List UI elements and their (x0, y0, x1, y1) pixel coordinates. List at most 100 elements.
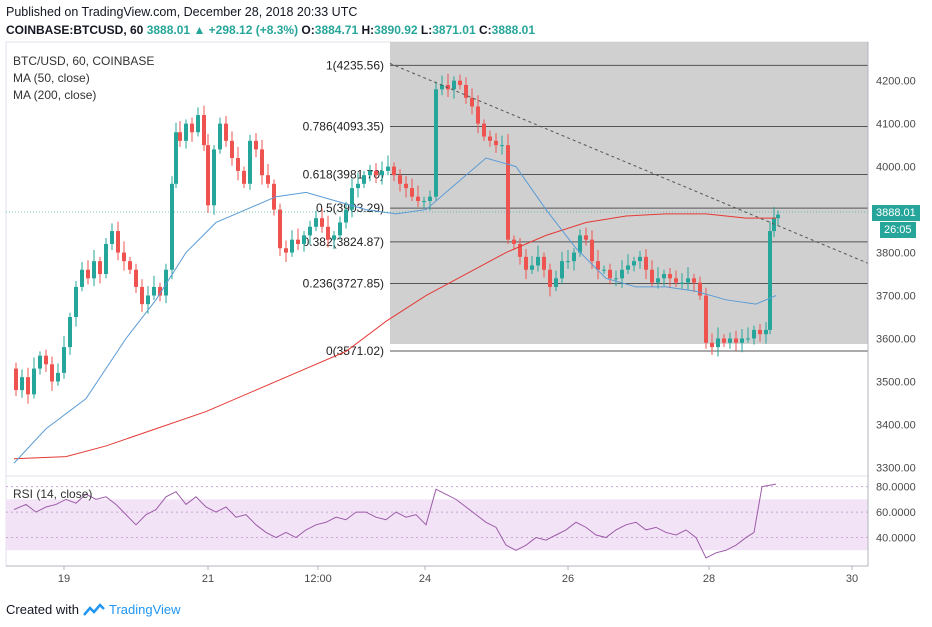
tradingview-brand[interactable]: TradingView (108, 602, 181, 617)
candle-body (572, 252, 576, 262)
bar-countdown-tag: 26:05 (880, 222, 916, 238)
rsi-band (6, 499, 868, 551)
price-tick-label: 3400.00 (876, 419, 916, 431)
candle-body (482, 123, 486, 137)
price-tick-label: 3300.00 (876, 462, 916, 474)
candle-body (146, 295, 150, 305)
candle-body (680, 282, 684, 284)
fib-level-label: 0(3571.02) (326, 344, 384, 358)
candle-body (626, 265, 630, 270)
candle-body (290, 239, 294, 253)
candle-body (248, 140, 252, 184)
high-value: 3890.92 (374, 23, 418, 37)
price-axis: 4200.004100.004000.003900.003800.003700.… (876, 76, 916, 475)
price-change: +298.12 (+8.3%) (208, 23, 299, 37)
time-tick-label: 21 (202, 573, 214, 585)
candle-body (530, 265, 534, 270)
time-tick-label: 12:00 (304, 573, 332, 585)
time-tick-label: 28 (703, 573, 715, 585)
candle-body (50, 364, 54, 382)
open-label: O: (301, 23, 315, 37)
candle-body (278, 209, 282, 249)
time-tick-label: 24 (419, 573, 431, 585)
candle-body (590, 239, 594, 262)
candle-body (320, 218, 324, 227)
candle-body (140, 286, 144, 305)
legend-ma50: MA (50, close) (13, 71, 90, 85)
candle-body (620, 269, 624, 279)
tradingview-logo-icon (83, 602, 105, 616)
candle-body (128, 261, 132, 270)
candle-body (470, 97, 474, 107)
candle-body (110, 231, 114, 244)
candle-body (230, 140, 234, 159)
rsi-tick-label: 60.0000 (876, 507, 916, 519)
rsi-line (13, 483, 777, 559)
candle-body (202, 115, 206, 146)
candle-body (710, 342, 714, 348)
candle-body (260, 149, 264, 176)
candle-body (768, 231, 772, 330)
candle-body (178, 132, 182, 141)
price-tick-label: 3600.00 (876, 333, 916, 345)
candle-body (692, 278, 696, 283)
candle-body (608, 269, 612, 279)
candle-body (602, 269, 606, 271)
candle-body (740, 338, 744, 343)
candle-body (512, 239, 516, 244)
candle-body (224, 123, 228, 141)
candle-body (308, 226, 312, 236)
legend-series: BTC/USD, 60, COINBASE (13, 54, 155, 68)
open-value: 3884.71 (314, 23, 359, 37)
candle-body (644, 256, 648, 270)
candle-body (500, 145, 504, 147)
candle-body (728, 338, 732, 343)
candle-body (476, 106, 480, 124)
candle-body (368, 170, 372, 176)
fib-level-label: 1(4235.56) (326, 58, 384, 72)
up-arrow-icon: ▲ (193, 23, 206, 37)
candle-body (638, 256, 642, 262)
candle-body (350, 188, 354, 210)
candle-body (86, 269, 90, 279)
fib-levels: 1(4235.56)0.786(4093.35)0.618(3981.70)0.… (303, 58, 868, 358)
candle-body (704, 295, 708, 343)
candle-body (752, 329, 756, 339)
candle-body (218, 123, 222, 150)
candle-body (584, 235, 588, 240)
candle-body (698, 282, 702, 296)
candle-body (662, 274, 666, 279)
legend-rsi: RSI (14, close) (13, 487, 93, 501)
published-caption: Published on TradingView.com, December 2… (6, 5, 358, 19)
candle-body (578, 235, 582, 253)
trend-line[interactable] (389, 63, 869, 264)
candle-body (338, 222, 342, 236)
candle-body (488, 136, 492, 141)
candle-body (614, 278, 618, 280)
fib-zone (390, 42, 868, 344)
candle-body (554, 278, 558, 287)
candle-body (272, 183, 276, 210)
candle-body (772, 218, 776, 232)
candle-body (416, 196, 420, 201)
candle-body (362, 175, 366, 184)
candle-body (410, 188, 414, 197)
rsi-axis: 80.0000 60.0000 40.0000 (6, 482, 916, 545)
candle-body (380, 170, 384, 176)
candle-body (422, 200, 426, 202)
candle-body (44, 355, 48, 365)
candle-body (236, 158, 240, 171)
candle-body (184, 123, 188, 141)
price-tick-label: 3800.00 (876, 248, 916, 260)
price-tick-label: 4000.00 (876, 162, 916, 174)
candle-body (344, 209, 348, 223)
candle-body (716, 338, 720, 348)
candle-body (14, 368, 18, 391)
candle-body (734, 338, 738, 343)
candle-body (174, 132, 178, 184)
candle-body (776, 214, 780, 219)
close-label: C: (478, 23, 492, 37)
candle-body (458, 80, 462, 85)
candle-body (386, 166, 390, 171)
